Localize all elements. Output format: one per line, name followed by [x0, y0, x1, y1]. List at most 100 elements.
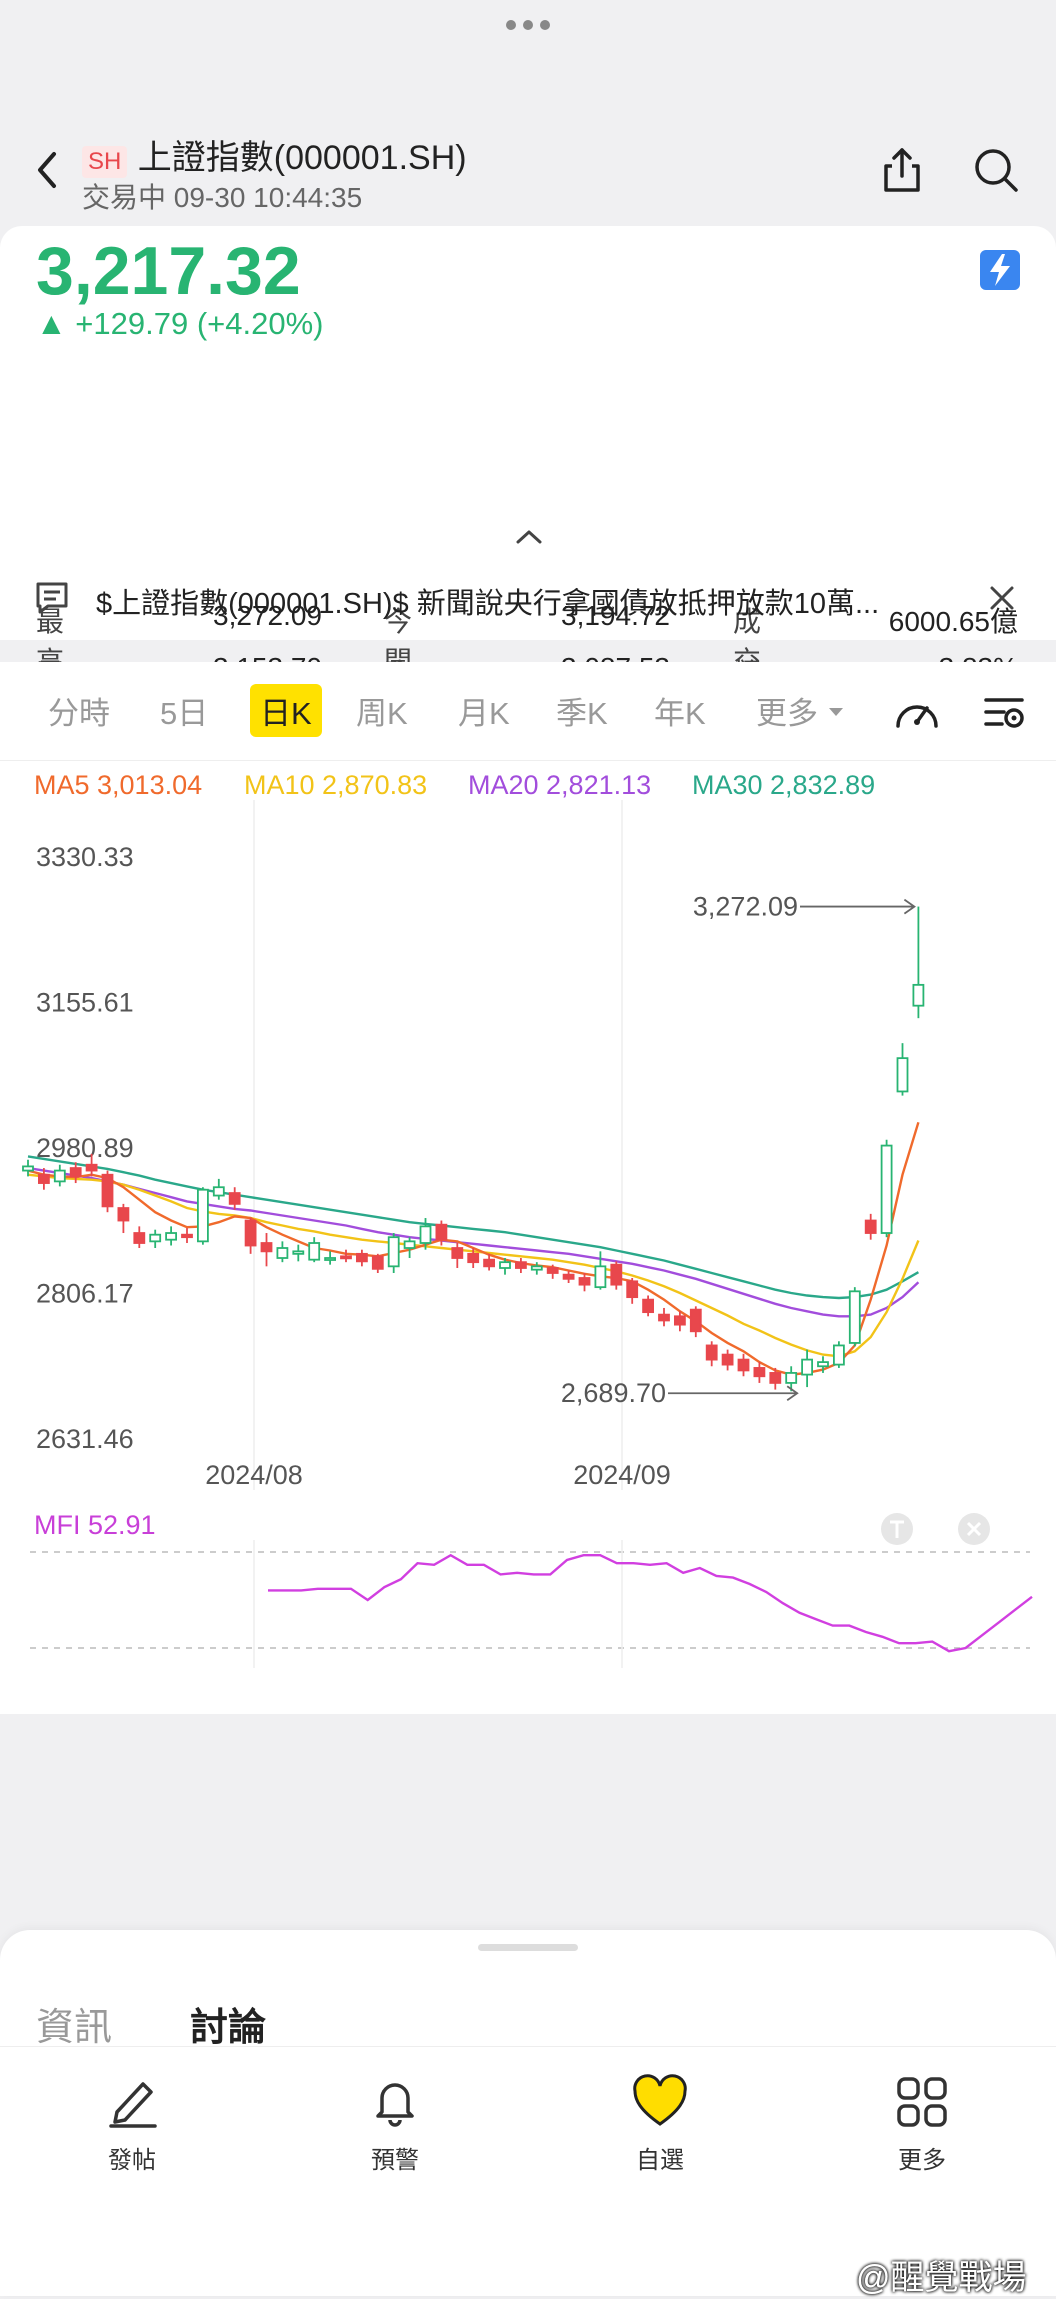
ma-legend-item: MA30 2,832.89: [692, 770, 876, 800]
low-annotation-label: 2,689.70: [561, 1378, 666, 1408]
nav-post[interactable]: 發帖: [108, 2147, 156, 2174]
candle: [101, 1173, 114, 1208]
candle: [308, 1242, 321, 1261]
candle: [753, 1367, 766, 1378]
current-price: 3,217.32: [36, 233, 301, 309]
candle: [451, 1247, 464, 1259]
candle: [610, 1263, 623, 1286]
tab-discussion[interactable]: 討論: [190, 2007, 267, 2049]
high-annotation-label: 3,272.09: [693, 892, 798, 922]
ma30-line: [27, 1155, 919, 1300]
candle: [467, 1252, 480, 1264]
tab-1[interactable]: 5日: [160, 696, 209, 731]
candle: [594, 1265, 607, 1289]
candle: [340, 1255, 352, 1260]
trading-status: 交易中 09-30 10:44:35: [82, 182, 363, 213]
heart-icon[interactable]: [632, 2074, 688, 2128]
more-dots-icon[interactable]: [505, 18, 551, 30]
candle: [896, 1057, 909, 1093]
candle: [244, 1219, 257, 1247]
candlestick-chart[interactable]: 3330.33 3155.61 2980.89 2806.17 2631.46 3,272…: [0, 800, 1056, 1490]
search-icon[interactable]: [972, 146, 1020, 194]
candle: [276, 1247, 289, 1259]
more-dropdown-icon[interactable]: [828, 704, 844, 716]
news-icon: [34, 580, 70, 616]
tab-0[interactable]: 分時: [48, 696, 110, 731]
mfi-label: MFI 52.91: [34, 1510, 156, 1540]
indicator-close-icon[interactable]: [957, 1512, 991, 1546]
candle: [419, 1225, 432, 1244]
ma-legend-item: MA5 3,013.04: [34, 770, 203, 800]
candle: [626, 1280, 639, 1299]
bell-icon[interactable]: [368, 2074, 422, 2128]
candle: [769, 1372, 782, 1384]
candle: [117, 1207, 130, 1222]
close-news-icon[interactable]: [986, 582, 1018, 614]
share-icon[interactable]: [880, 144, 924, 196]
candle: [324, 1257, 337, 1261]
candle: [785, 1372, 798, 1384]
bottom-sheet: [0, 1930, 1056, 2296]
x-tick-label: 2024/08: [205, 1460, 303, 1490]
nav-alert[interactable]: 預警: [371, 2147, 419, 2174]
candle: [912, 983, 925, 1007]
candle: [403, 1240, 416, 1249]
collapse-chevron-icon[interactable]: [514, 528, 544, 546]
candle: [546, 1267, 559, 1274]
mfi-chart: [30, 1540, 1033, 1668]
candle: [165, 1232, 178, 1241]
ma-legend-item: MA10 2,870.83: [244, 770, 428, 800]
tab-3[interactable]: 周K: [356, 696, 408, 731]
candle: [801, 1358, 813, 1376]
candle: [737, 1358, 750, 1372]
tabs-divider: [0, 760, 1056, 761]
candle: [196, 1188, 209, 1243]
candle: [721, 1353, 734, 1366]
nav-more[interactable]: 更多: [898, 2147, 946, 2174]
header-title-row: SH 上證指數(000001.SH): [82, 130, 467, 179]
candle: [435, 1223, 448, 1241]
tab-4[interactable]: 月K: [458, 696, 510, 731]
y-tick-label: 2980.89: [36, 1133, 134, 1163]
lightning-icon[interactable]: [980, 250, 1020, 290]
ma-legend-item: MA20 2,821.13: [468, 770, 652, 800]
stat-value: 3,272.09: [213, 600, 322, 631]
candle: [355, 1252, 368, 1263]
candle: [38, 1173, 50, 1184]
candle: [562, 1273, 575, 1280]
y-tick-label: 3330.33: [36, 842, 134, 872]
candle: [864, 1219, 877, 1234]
chart-settings-icon[interactable]: [982, 692, 1026, 732]
pencil-icon[interactable]: [105, 2074, 159, 2128]
y-tick-label: 2806.17: [36, 1279, 134, 1309]
candle: [260, 1242, 273, 1253]
quote-card: 3,217.32 ▲ +129.79 (+4.20%) 最高3,272.09今開…: [0, 226, 1056, 821]
candle: [833, 1344, 845, 1366]
candle: [705, 1344, 718, 1361]
candle: [212, 1186, 225, 1197]
gauge-icon[interactable]: [892, 692, 942, 732]
y-tick-label: 3155.61: [36, 988, 134, 1018]
x-tick-label: 2024/09: [573, 1460, 671, 1490]
tab-7[interactable]: 更多: [756, 696, 818, 731]
high-annotation-arrow: [903, 898, 916, 915]
back-icon[interactable]: [30, 148, 66, 192]
tab-2[interactable]: 日K: [250, 684, 322, 737]
sheet-handle[interactable]: [478, 1944, 578, 1951]
candle: [689, 1308, 702, 1333]
news-ticker[interactable]: $上證指數(000001.SH)$ 新聞說央行拿國債放抵押放款10萬...: [96, 588, 880, 620]
grid-icon[interactable]: [896, 2076, 948, 2128]
candle: [515, 1261, 527, 1269]
tab-info[interactable]: 資訊: [36, 2007, 113, 2049]
candle: [133, 1232, 146, 1244]
candle: [848, 1290, 861, 1344]
indicator-pin-icon[interactable]: [880, 1512, 914, 1546]
nav-watchlist[interactable]: 自選: [636, 2147, 684, 2174]
y-tick-label: 2631.46: [36, 1424, 134, 1454]
sheet-divider: [0, 2046, 1056, 2047]
watermark: @醒覺戰場: [856, 2259, 1027, 2297]
tab-6[interactable]: 年K: [654, 696, 706, 731]
candle: [530, 1265, 543, 1271]
tab-5[interactable]: 季K: [556, 696, 608, 731]
candle: [53, 1169, 66, 1183]
